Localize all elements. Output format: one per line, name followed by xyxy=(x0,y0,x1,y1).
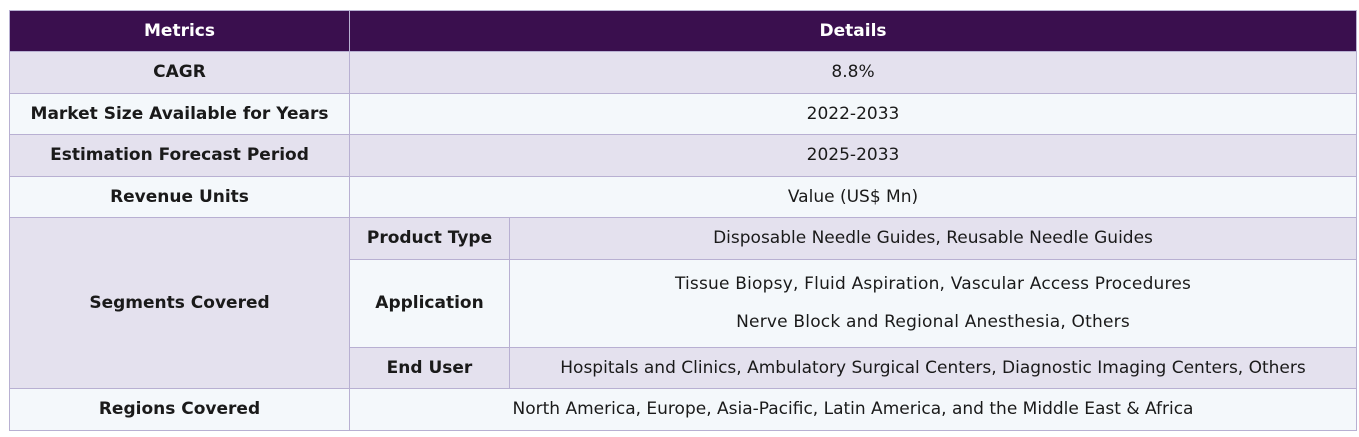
segments-covered-label: Segments Covered xyxy=(9,217,350,389)
end-user-value: Hospitals and Clinics, Ambulatory Surgic… xyxy=(508,346,1358,389)
application-value: Tissue Biopsy, Fluid Aspiration, Vascula… xyxy=(508,258,1358,348)
product-type-label: Product Type xyxy=(349,217,510,260)
regions-label: Regions Covered xyxy=(9,388,350,431)
report-scope-table: Metrics Details CAGR 8.8% Market Size Av… xyxy=(9,10,1358,431)
forecast-label: Estimation Forecast Period xyxy=(9,134,350,177)
forecast-value: 2025-2033 xyxy=(348,134,1358,177)
revenue-units-value: Value (US$ Mn) xyxy=(348,175,1358,218)
application-line-2: Nerve Block and Regional Anesthesia, Oth… xyxy=(736,312,1130,332)
report-table-container: Metrics Details CAGR 8.8% Market Size Av… xyxy=(9,10,1358,431)
product-type-value: Disposable Needle Guides, Reusable Needl… xyxy=(508,217,1358,260)
table-row-product-type: Segments Covered Product Type Disposable… xyxy=(9,217,1358,389)
end-user-label: End User xyxy=(349,346,510,389)
cagr-label: CAGR xyxy=(9,51,350,94)
table-row-market-size: Market Size Available for Years 2022-203… xyxy=(9,92,1358,135)
header-metrics: Metrics xyxy=(9,10,350,52)
table-row-application: Application Tissue Biopsy, Fluid Aspirat… xyxy=(10,258,1358,348)
table-row-cagr: CAGR 8.8% xyxy=(9,51,1358,94)
table-row-forecast: Estimation Forecast Period 2025-2033 xyxy=(9,134,1358,177)
application-label: Application xyxy=(349,258,510,348)
regions-value: North America, Europe, Asia-Pacific, Lat… xyxy=(348,388,1358,431)
cagr-value: 8.8% xyxy=(348,51,1358,94)
market-size-value: 2022-2033 xyxy=(348,92,1358,135)
table-row-end-user: End User Hospitals and Clinics, Ambulato… xyxy=(10,346,1358,389)
revenue-units-label: Revenue Units xyxy=(9,175,350,218)
header-details: Details xyxy=(348,10,1358,52)
table-row-revenue-units: Revenue Units Value (US$ Mn) xyxy=(9,175,1358,218)
market-size-label: Market Size Available for Years xyxy=(9,92,350,135)
application-line-1: Tissue Biopsy, Fluid Aspiration, Vascula… xyxy=(674,274,1192,294)
table-header-row: Metrics Details xyxy=(9,10,1358,52)
table-row-regions: Regions Covered North America, Europe, A… xyxy=(9,388,1358,431)
